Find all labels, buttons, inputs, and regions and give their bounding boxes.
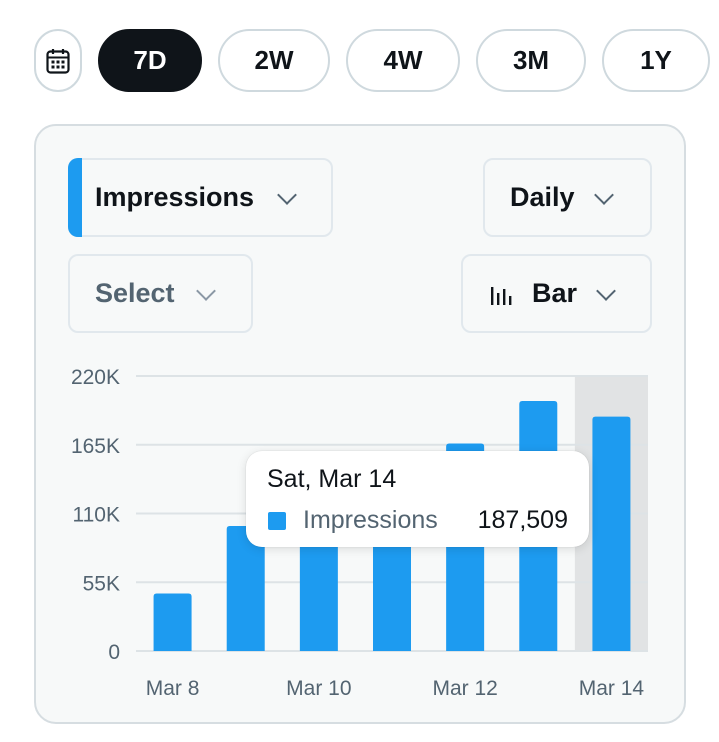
y-tick-label: 220K: [71, 366, 120, 389]
metric-dropdown-label: Impressions: [95, 182, 255, 212]
calendar-icon: [46, 48, 70, 74]
x-tick-label: Mar 14: [579, 677, 645, 700]
range-3m-button[interactable]: 3M: [476, 29, 586, 92]
chart-type-dropdown[interactable]: Bar: [461, 254, 652, 333]
tooltip-series-swatch: [268, 512, 286, 530]
range-1y-button[interactable]: 1Y: [602, 29, 710, 92]
bar-mar-9: [226, 526, 265, 651]
tooltip-date: Sat, Mar 14: [267, 465, 397, 493]
range-4w-button[interactable]: 4W: [346, 29, 460, 92]
calendar-button[interactable]: [34, 29, 82, 92]
x-tick-label: Mar 8: [146, 677, 200, 700]
range-7d-button[interactable]: 7D: [98, 29, 202, 92]
compare-dropdown[interactable]: Select: [68, 254, 253, 333]
chart-type-dropdown-label: Bar: [532, 278, 578, 308]
y-tick-label: 165K: [71, 435, 120, 458]
y-tick-label: 110K: [73, 504, 121, 527]
date-range-selector: 7D 2W 4W 3M 1Y: [0, 0, 719, 120]
x-tick-label: Mar 10: [286, 677, 351, 700]
y-tick-label: 55K: [83, 572, 120, 595]
bar-mar-10: [299, 532, 338, 651]
chart-tooltip: Sat, Mar 14 Impressions 187,509: [246, 451, 589, 547]
bar-chart-icon: [491, 286, 512, 305]
tooltip-series-name: Impressions: [303, 506, 438, 534]
range-2w-button[interactable]: 2W: [218, 29, 330, 92]
series-color-swatch: [68, 158, 82, 237]
granularity-dropdown[interactable]: Daily: [483, 158, 652, 237]
x-tick-label: Mar 12: [432, 677, 497, 700]
bar-mar-11: [373, 536, 411, 651]
tooltip-value: 187,509: [477, 506, 568, 534]
granularity-dropdown-label: Daily: [510, 182, 575, 212]
bar-mar-8: [153, 593, 192, 651]
compare-dropdown-label: Select: [95, 278, 175, 308]
y-tick-label: 0: [108, 641, 120, 664]
bar-mar-14: [592, 416, 631, 651]
metric-dropdown[interactable]: Impressions: [68, 158, 333, 237]
